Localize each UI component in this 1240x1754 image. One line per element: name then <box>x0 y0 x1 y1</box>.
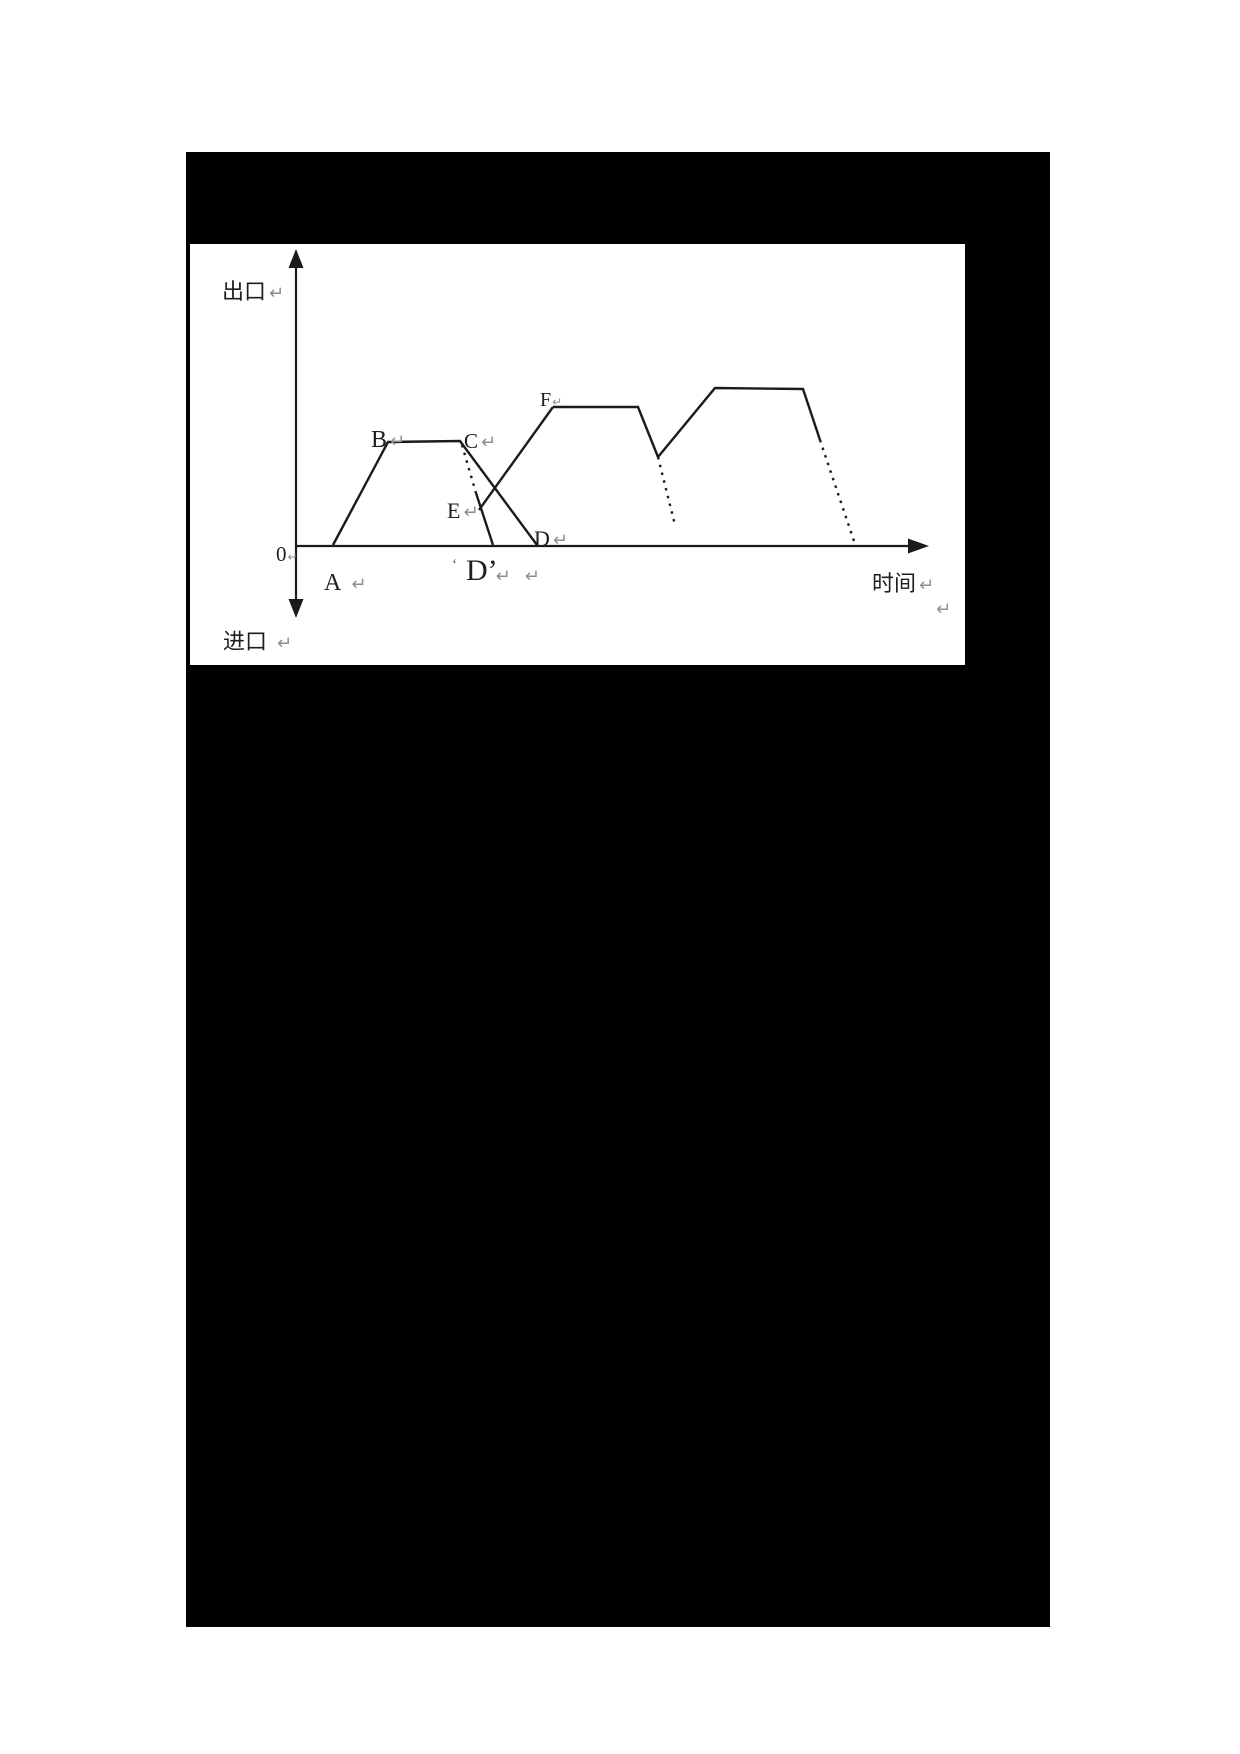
y-axis-top-label: 出口 ↵ <box>222 281 284 303</box>
origin-label: 0↵ <box>276 544 298 565</box>
stray-line-break-mark: ↵ <box>933 599 951 619</box>
point-label-B: B ↵ <box>371 428 405 452</box>
line-break-mark-icon: ↵ <box>524 566 540 587</box>
line-break-mark-icon: ↵ <box>936 599 952 620</box>
line-break-mark-icon: ↵ <box>390 431 406 452</box>
line-break-mark-icon: ↵ <box>495 566 511 587</box>
x-axis-right-arrowhead <box>908 538 929 554</box>
y-axis-up-arrowhead <box>288 249 304 268</box>
export-label-text: 出口 <box>222 279 267 304</box>
line-break-mark-icon: ↵ <box>552 395 563 409</box>
point-label-A: A ↵ <box>324 571 366 595</box>
series-second-dashed-decline-to-axis <box>818 439 857 545</box>
point-D-text: D <box>534 526 550 551</box>
point-A-text: A <box>324 570 342 596</box>
line-break-mark-icon: ↵ <box>277 633 293 654</box>
line-break-mark-icon: ↵ <box>919 575 935 596</box>
series-first-product-trapezoid-A-B-C-D <box>331 439 538 546</box>
series-second-cycle-rise-plateau-drop <box>657 386 822 458</box>
figure-white-area: 出口 ↵ 进口 ↵ 时间 ↵ 0↵ A ↵ B ↵ C ↵ D ↵ E ↵ F↵ <box>190 244 965 665</box>
point-D-prime-text: D’ <box>466 554 498 587</box>
series-E-to-D-prime-decline <box>474 492 495 546</box>
line-break-mark-icon: ↵ <box>287 550 298 564</box>
point-label-D-prime: ‘D’ ↵ ↵ <box>452 556 540 586</box>
y-axis-down-arrowhead <box>288 599 304 618</box>
point-B-text: B <box>371 427 388 453</box>
point-label-C: C ↵ <box>464 431 496 452</box>
point-F-text: F <box>540 389 552 411</box>
x-axis-label: 时间 ↵ <box>872 573 934 595</box>
point-label-D: D ↵ <box>534 528 568 550</box>
line-break-mark-icon: ↵ <box>269 283 285 304</box>
line-break-mark-icon: ↵ <box>351 574 367 595</box>
series-F-plateau-and-drop <box>553 405 660 458</box>
stray-tick-mark: ‘ <box>452 557 457 573</box>
origin-label-text: 0 <box>276 542 287 566</box>
point-C-text: C <box>464 429 479 453</box>
import-label-text: 进口 <box>223 629 268 654</box>
time-label-text: 时间 <box>872 571 917 596</box>
line-break-mark-icon: ↵ <box>552 530 568 551</box>
line-break-mark-icon: ↵ <box>463 502 479 523</box>
point-label-E: E ↵ <box>447 500 479 522</box>
series-E-rise-to-F <box>478 406 554 511</box>
series-first-dashed-decline-to-bottom <box>656 456 677 526</box>
series-C-to-E-decline <box>460 444 478 494</box>
point-label-F: F↵ <box>540 390 562 410</box>
figure-svg <box>288 249 929 618</box>
point-E-text: E <box>447 498 461 523</box>
line-break-mark-icon: ↵ <box>481 432 497 453</box>
y-axis-bottom-label: 进口 ↵ <box>223 631 292 653</box>
series-group <box>331 386 857 546</box>
